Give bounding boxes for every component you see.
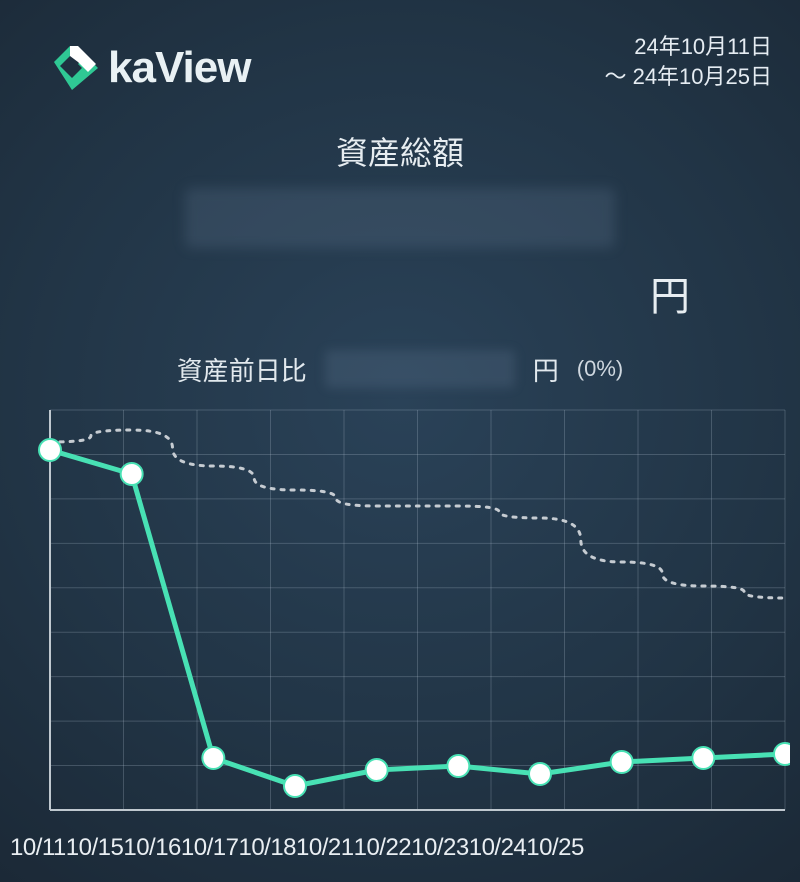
x-tick-label: 10/11: [10, 834, 66, 862]
x-tick-label: 10/16: [123, 834, 181, 862]
chart-canvas: [10, 400, 790, 830]
app-logo: kaView: [48, 42, 250, 94]
date-range: 24年10月11日 ～ 24年10月25日: [604, 32, 772, 91]
kaview-logo-icon: [48, 42, 100, 94]
x-tick-label: 10/21: [296, 834, 354, 862]
x-tick-label: 10/17: [181, 834, 239, 862]
x-tick-label: 10/23: [411, 834, 469, 862]
amount-redacted: [185, 188, 615, 248]
delta-currency: 円: [533, 351, 559, 388]
delta-row: 資産前日比 円 (0%): [0, 350, 800, 388]
delta-label: 資産前日比: [177, 351, 307, 388]
delta-amount-redacted: [325, 350, 515, 388]
x-tick-label: 10/22: [354, 834, 412, 862]
date-from: 24年10月11日: [604, 32, 772, 62]
x-tick-label: 10/25: [526, 834, 584, 862]
x-tick-label: 10/18: [238, 834, 296, 862]
currency-unit: 円: [0, 264, 800, 322]
chart-x-axis: 10/1110/1510/1610/1710/1810/2110/2210/23…: [10, 834, 790, 862]
x-tick-label: 10/15: [66, 834, 124, 862]
asset-chart: [10, 400, 790, 830]
delta-percent: (0%): [577, 356, 623, 382]
app-name: kaView: [108, 43, 250, 93]
x-tick-label: 10/24: [469, 834, 527, 862]
page-title: 資産総額: [0, 128, 800, 174]
date-to: ～ 24年10月25日: [604, 62, 772, 92]
